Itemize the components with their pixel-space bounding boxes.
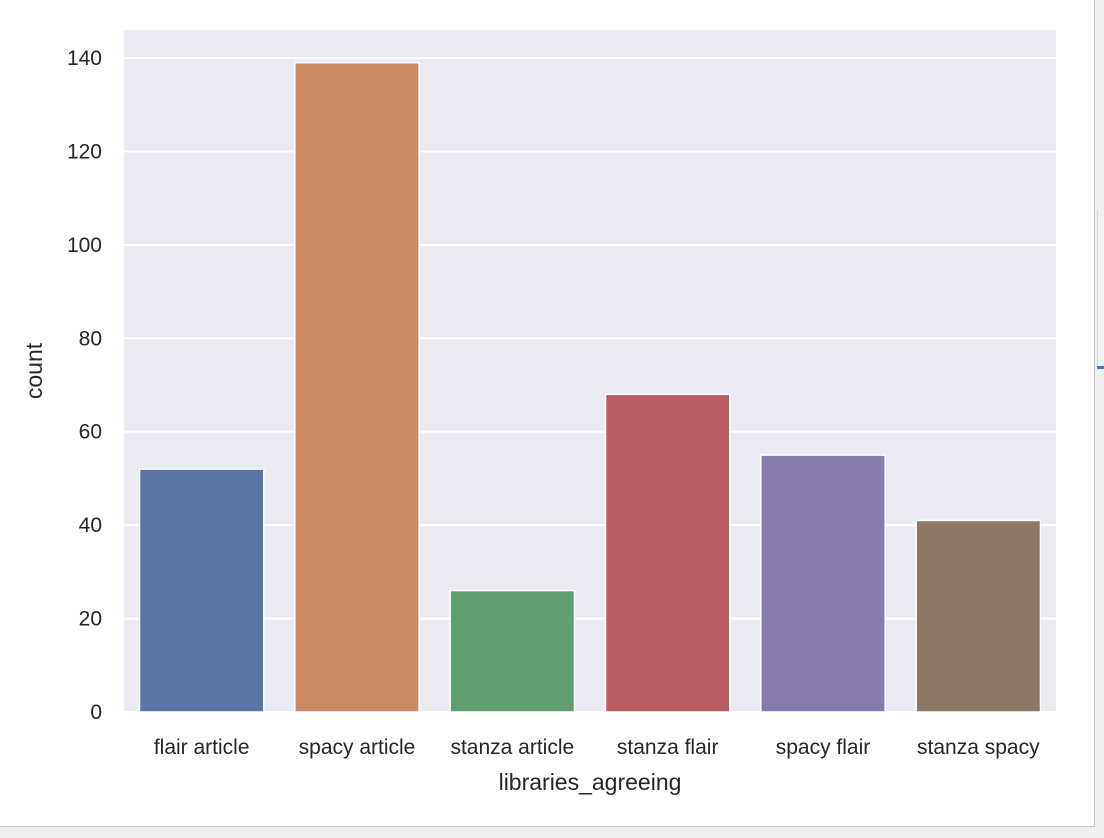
x-tick-label: stanza spacy [917,736,1040,759]
bar-spacy-article [294,61,420,713]
bar-chart: 0 20 40 60 80 100 120 140 flair article spacy ar… [21,30,1056,795]
y-axis-label: count [21,342,47,399]
window-edge-marker [1097,366,1104,369]
plot-area [124,30,1056,712]
x-axis-label: libraries_agreeing [499,769,682,795]
bar-stanza-flair [604,393,731,713]
x-tick-label: stanza article [450,736,574,759]
bar-flair-article [138,468,265,713]
x-tick-label: spacy article [299,736,416,759]
figure-panel: 0 20 40 60 80 100 120 140 flair article spacy ar… [0,0,1095,827]
y-tick-label: 60 [79,421,102,444]
y-tick-label: 80 [79,327,102,350]
bar-spacy-flair [760,454,886,713]
bar-stanza-spacy [915,519,1042,713]
x-tick-labels: flair article spacy article stanza article… [154,736,1040,759]
x-tick-label: spacy flair [776,736,871,759]
x-tick-label: stanza flair [617,736,719,759]
gridlines [124,57,1056,713]
y-tick-label: 140 [67,47,102,70]
x-tick-label: flair article [154,736,250,759]
y-tick-labels: 0 20 40 60 80 100 120 140 [67,47,102,724]
bars [138,61,1042,713]
y-tick-label: 40 [79,514,102,537]
bar-stanza-article [449,589,576,713]
y-tick-label: 120 [67,140,102,163]
y-tick-label: 0 [90,701,102,724]
y-tick-label: 100 [67,234,102,257]
window-edge-line [1097,210,1098,366]
y-tick-label: 20 [79,608,102,631]
